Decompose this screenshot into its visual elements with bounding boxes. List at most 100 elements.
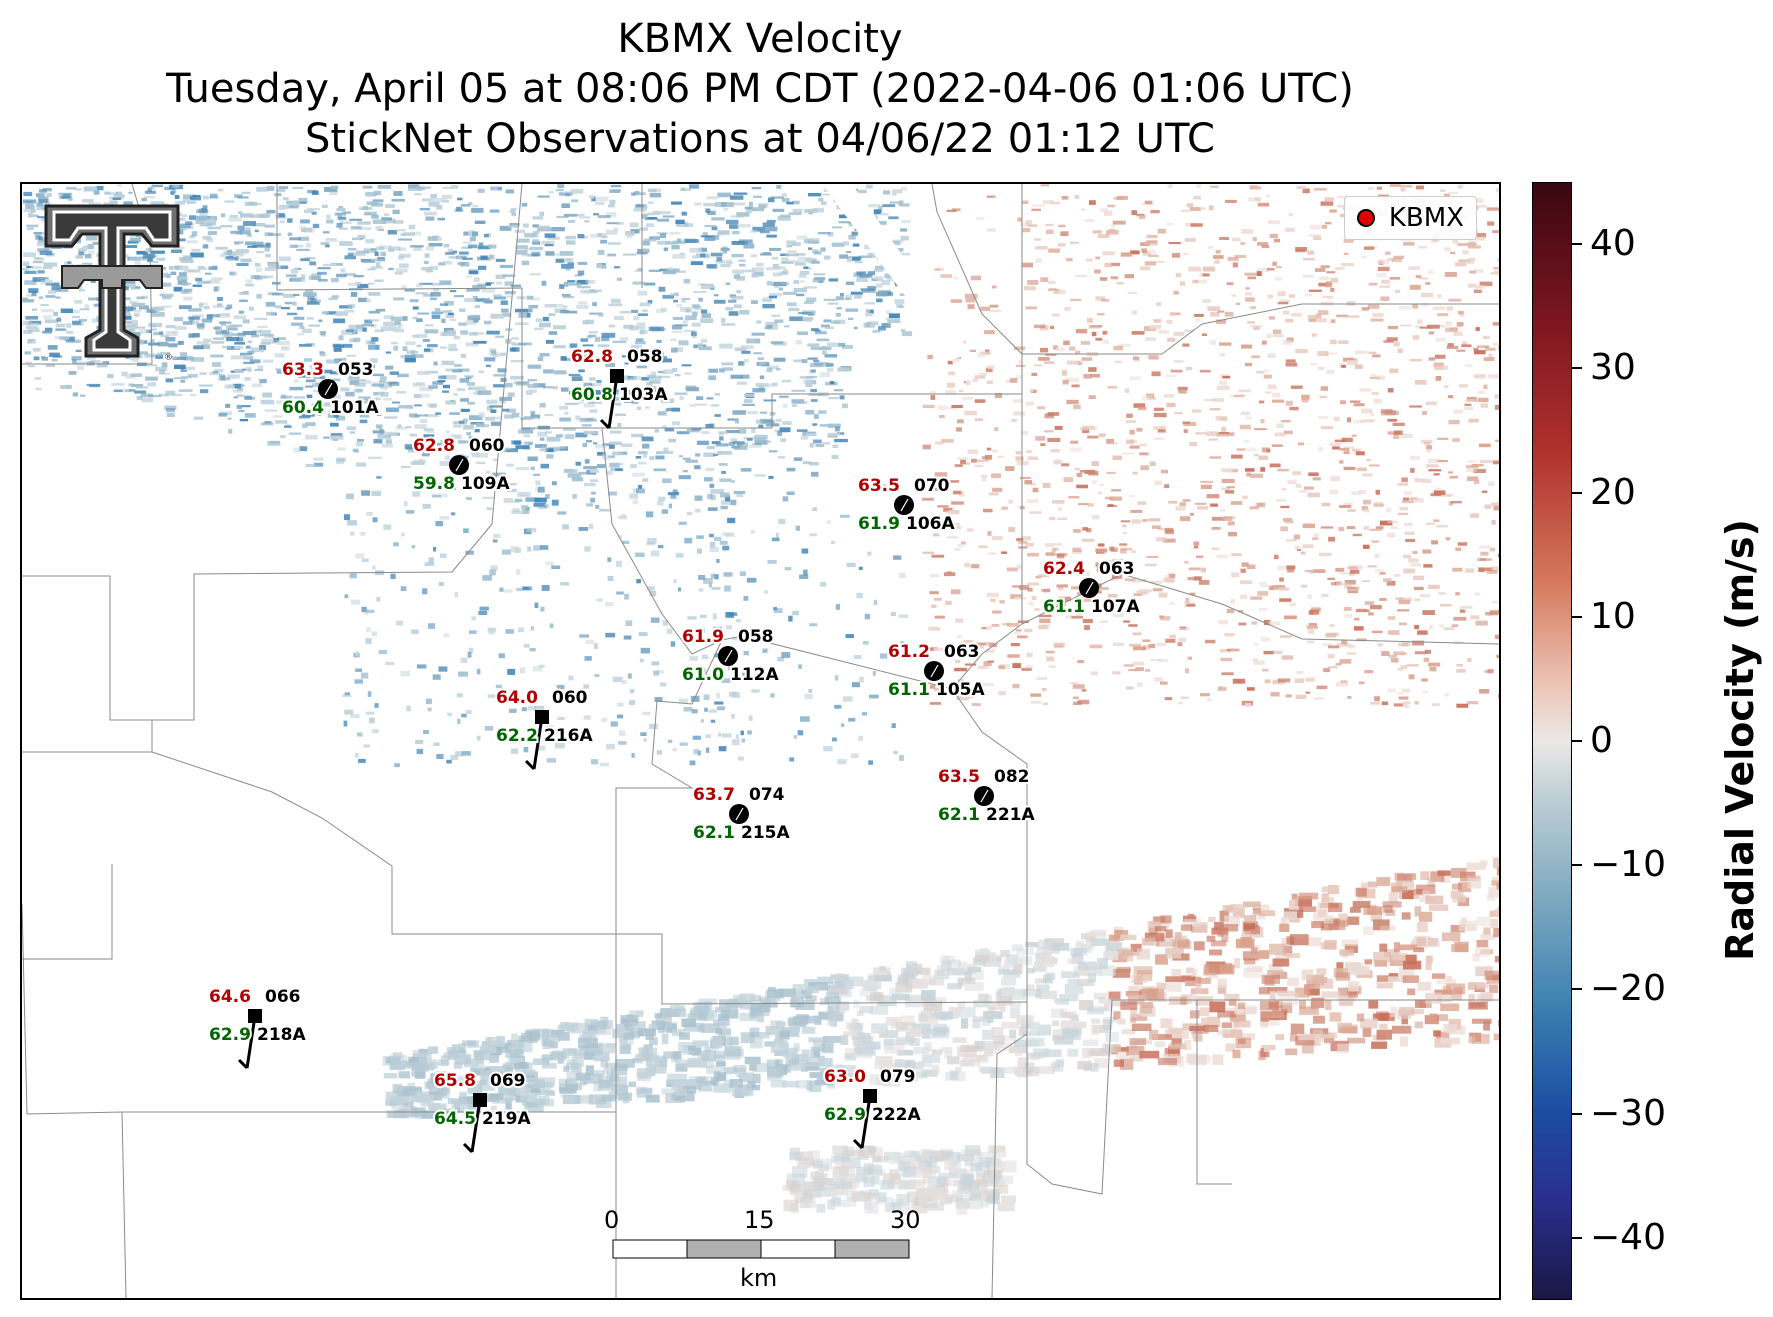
station-temperature: 65.8 — [434, 1071, 476, 1091]
radar-velocity-field — [22, 184, 1499, 1215]
station-222A[interactable]: 63.0 079 62.9 222A — [822, 1065, 923, 1150]
station-temperature: 61.9 — [682, 627, 724, 647]
radar-site-marker-icon — [1356, 209, 1375, 227]
scale-label-30: 30 — [890, 1206, 921, 1234]
colorbar-tick — [1572, 243, 1582, 246]
station-wind-direction: 058 — [627, 347, 663, 367]
station-109A[interactable]: 62.8 060 59.8 109A — [411, 434, 512, 496]
sticknet-stations: 63.3 053 60.4 101A 62.8 060 59.8 109A 62.8 058 60.… — [207, 345, 1142, 1154]
radar-map-canvas: 63.3 053 60.4 101A 62.8 060 59.8 109A 62.8 058 60.… — [22, 184, 1499, 1298]
station-107A[interactable]: 62.4 063 61.1 107A — [1041, 557, 1142, 619]
station-dewpoint: 61.9 — [858, 514, 900, 534]
station-temperature: 64.0 — [496, 688, 538, 708]
colorbar-tick-label: 10 — [1590, 595, 1636, 637]
station-103A[interactable]: 62.8 058 60.8 103A — [569, 345, 670, 430]
scale-label-15: 15 — [744, 1206, 775, 1234]
colorbar-title: Radial Velocity (m/s) — [1718, 519, 1762, 961]
station-dewpoint: 62.1 — [938, 805, 980, 825]
station-id: 221A — [986, 805, 1035, 825]
wind-barb-icon — [237, 1015, 257, 1070]
station-id: 216A — [544, 726, 593, 746]
colorbar-tick-label: 40 — [1590, 223, 1636, 265]
station-temperature: 61.2 — [888, 642, 930, 662]
map-legend: KBMX — [1343, 196, 1477, 240]
colorbar-tick — [1572, 1236, 1582, 1239]
station-temperature: 64.6 — [209, 987, 251, 1007]
station-wind-direction: 079 — [880, 1067, 916, 1087]
station-dewpoint: 59.8 — [413, 474, 455, 494]
station-wind-direction: 082 — [994, 767, 1030, 787]
station-temperature: 63.0 — [824, 1067, 866, 1087]
station-219A[interactable]: 65.8 069 64.5 219A — [432, 1069, 533, 1154]
colorbar-tick — [1572, 615, 1582, 618]
station-wind-direction: 063 — [1099, 559, 1135, 579]
colorbar-tick-label: 0 — [1590, 720, 1613, 761]
station-id: 107A — [1091, 597, 1140, 617]
station-id: 215A — [741, 823, 790, 843]
scale-label-0: 0 — [604, 1206, 620, 1234]
map-subtitle-time: Tuesday, April 05 at 08:06 PM CDT (2022-… — [166, 66, 1354, 112]
station-dewpoint: 61.1 — [1043, 597, 1085, 617]
station-id: 105A — [936, 680, 985, 700]
station-dewpoint: 62.2 — [496, 726, 538, 746]
station-dewpoint: 60.8 — [571, 385, 613, 405]
wind-barb-icon — [852, 1095, 872, 1150]
colorbar-tick — [1572, 988, 1582, 991]
station-temperature: 62.8 — [413, 436, 455, 456]
colorbar-tick-label: 20 — [1590, 471, 1636, 513]
colorbar-tick-label: −20 — [1590, 968, 1666, 1010]
station-215A[interactable]: 63.7 074 62.1 215A — [691, 783, 792, 845]
station-id: 218A — [257, 1025, 306, 1045]
station-221A[interactable]: 63.5 082 62.1 221A — [936, 765, 1037, 827]
colorbar-tick — [1572, 367, 1582, 370]
wind-barb-icon — [524, 716, 544, 771]
station-wind-direction: 069 — [490, 1071, 526, 1091]
county-borders — [22, 184, 1499, 1298]
station-dewpoint: 61.0 — [682, 665, 724, 685]
colorbar — [1532, 182, 1572, 1300]
scale-unit: km — [740, 1264, 778, 1292]
colorbar-tick-label: −10 — [1590, 844, 1666, 886]
station-id: 222A — [872, 1105, 921, 1125]
map-subtitle-observations: StickNet Observations at 04/06/22 01:12 … — [305, 116, 1215, 162]
station-dewpoint: 62.9 — [824, 1105, 866, 1125]
station-id: 101A — [330, 398, 379, 418]
radar-map-panel[interactable]: 63.3 053 60.4 101A 62.8 060 59.8 109A 62.8 058 60.… — [20, 182, 1501, 1300]
station-wind-direction: 070 — [914, 476, 950, 496]
station-id: 103A — [619, 385, 668, 405]
station-wind-direction: 058 — [738, 627, 774, 647]
station-dewpoint: 62.1 — [693, 823, 735, 843]
station-wind-direction: 063 — [944, 642, 980, 662]
colorbar-tick — [1572, 491, 1582, 494]
double-t-logo-icon: ® — [44, 204, 180, 362]
map-title: KBMX Velocity — [617, 16, 903, 62]
wind-barb-icon — [462, 1099, 482, 1154]
station-101A[interactable]: 63.3 053 60.4 101A — [280, 358, 381, 420]
wind-barb-icon — [599, 375, 619, 430]
station-218A[interactable]: 64.6 066 62.9 218A — [207, 985, 308, 1070]
station-wind-direction: 053 — [338, 360, 374, 380]
colorbar-tick — [1572, 864, 1582, 867]
station-106A[interactable]: 63.5 070 61.9 106A — [856, 474, 957, 536]
station-temperature: 63.5 — [858, 476, 900, 496]
station-wind-direction: 066 — [265, 987, 301, 1007]
station-105A[interactable]: 61.2 063 61.1 105A — [886, 640, 987, 702]
station-id: 109A — [461, 474, 510, 494]
scale-bar-segments — [612, 1239, 910, 1259]
colorbar-tick-label: 30 — [1590, 347, 1636, 389]
station-id: 112A — [730, 665, 779, 685]
station-112A[interactable]: 61.9 058 61.0 112A — [680, 625, 781, 687]
station-216A[interactable]: 64.0 060 62.2 216A — [494, 686, 595, 771]
station-temperature: 62.8 — [571, 347, 613, 367]
station-dewpoint: 61.1 — [888, 680, 930, 700]
station-wind-direction: 060 — [469, 436, 505, 456]
legend-label: KBMX — [1388, 203, 1464, 233]
station-temperature: 63.5 — [938, 767, 980, 787]
station-temperature: 62.4 — [1043, 559, 1085, 579]
station-wind-direction: 060 — [552, 688, 588, 708]
station-wind-direction: 074 — [749, 785, 785, 805]
colorbar-tick — [1572, 740, 1582, 742]
station-dewpoint: 60.4 — [282, 398, 324, 418]
station-temperature: 63.7 — [693, 785, 735, 805]
colorbar-tick-label: −40 — [1590, 1216, 1666, 1258]
